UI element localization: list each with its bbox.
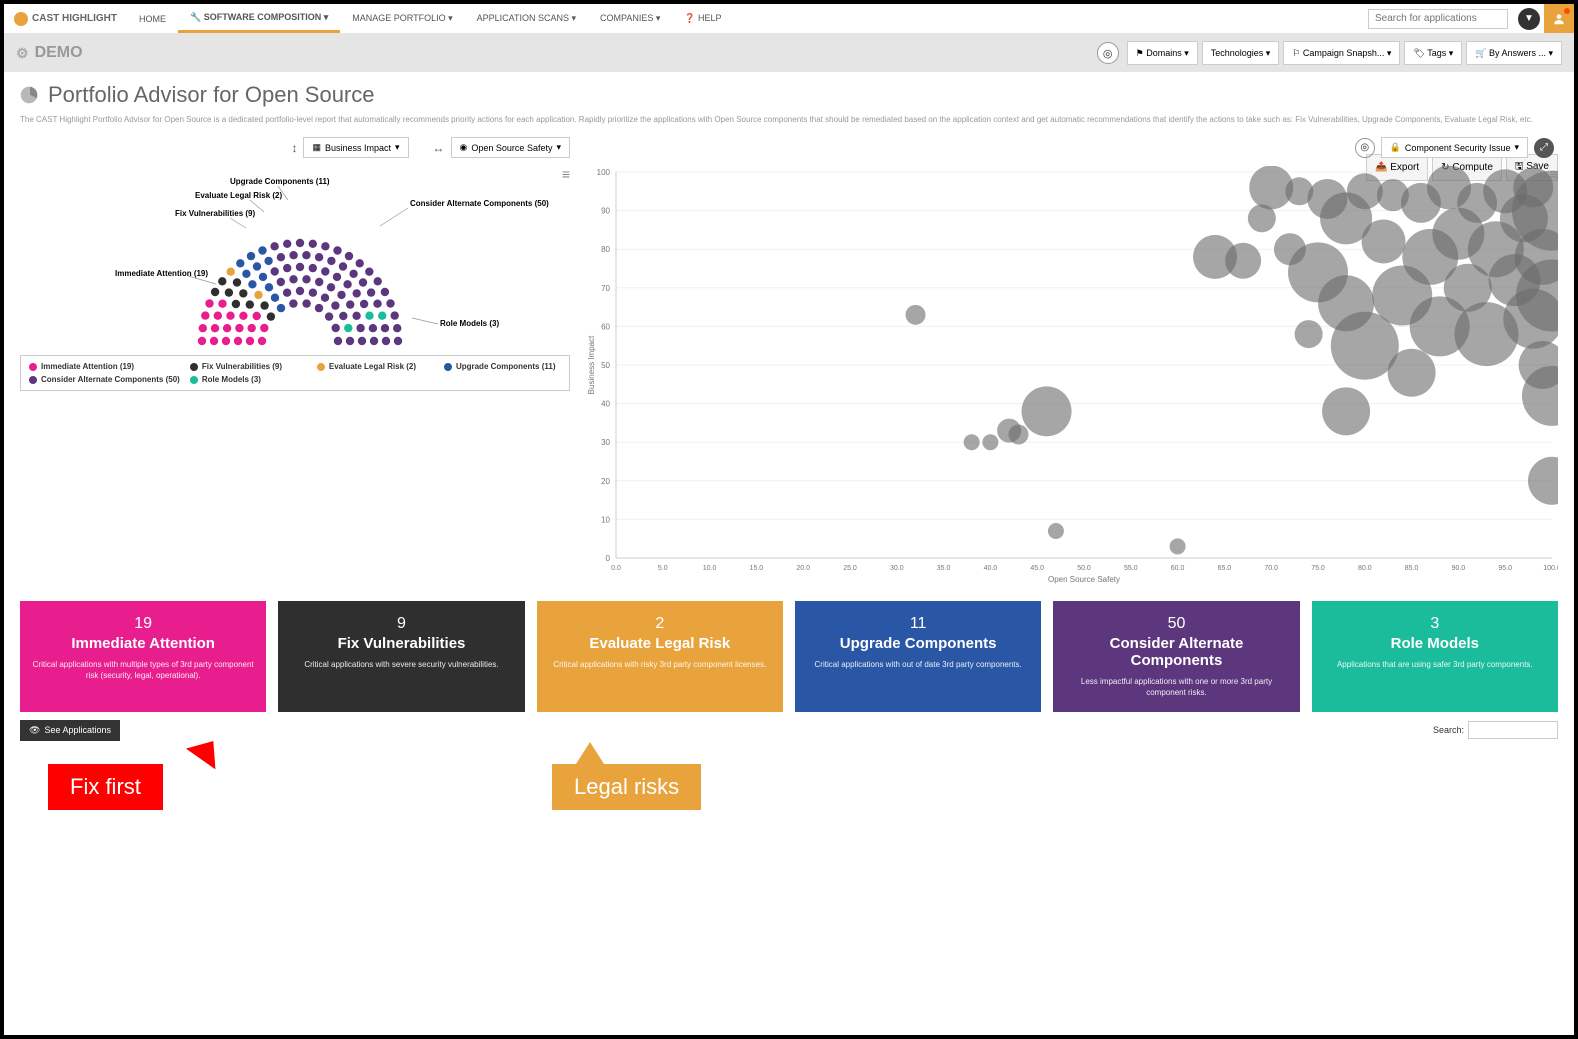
svg-text:10: 10	[601, 516, 610, 525]
annotation-legal-risks: Legal risks	[552, 764, 701, 810]
svg-text:65.0: 65.0	[1218, 565, 1232, 572]
page-description: The CAST Highlight Portfolio Advisor for…	[4, 112, 1574, 133]
svg-text:75.0: 75.0	[1311, 565, 1325, 572]
filter-icon[interactable]: ▼	[1518, 8, 1540, 30]
svg-text:35.0: 35.0	[937, 565, 951, 572]
svg-text:20.0: 20.0	[796, 565, 810, 572]
svg-text:95.0: 95.0	[1498, 565, 1512, 572]
brand-text: CAST HIGHLIGHT	[32, 13, 117, 24]
nav-item-application-scans[interactable]: APPLICATION SCANS ▾	[465, 4, 588, 33]
bubble-icon: ◎	[1355, 138, 1375, 158]
hemicycle-legend: Immediate Attention (19) Fix Vulnerabilit…	[20, 355, 570, 391]
nav-item-help[interactable]: ❓ HELP	[672, 4, 733, 33]
svg-text:Business Impact: Business Impact	[587, 335, 596, 394]
top-nav: CAST HIGHLIGHT HOME🔧 SOFTWARE COMPOSITIO…	[4, 4, 1574, 34]
svg-text:0: 0	[606, 554, 611, 563]
legend-item-fixvuln[interactable]: Fix Vulnerabilities (9)	[190, 362, 307, 371]
svg-text:70.0: 70.0	[1264, 565, 1278, 572]
svg-text:60: 60	[601, 323, 610, 332]
svg-text:Evaluate Legal Risk (2): Evaluate Legal Risk (2)	[195, 191, 282, 200]
legend-item-rolemodels[interactable]: Role Models (3)	[190, 375, 307, 384]
vertical-axis-icon: ↕	[291, 141, 297, 155]
svg-text:90: 90	[601, 207, 610, 216]
card-immediate[interactable]: 19Immediate AttentionCritical applicatio…	[20, 601, 266, 712]
svg-text:10.0: 10.0	[703, 565, 717, 572]
legend-item-upgrade[interactable]: Upgrade Components (11)	[444, 362, 561, 371]
page-title: Portfolio Advisor for Open Source	[20, 82, 1558, 108]
svg-text:80: 80	[601, 245, 610, 254]
svg-text:Fix Vulnerabilities (9): Fix Vulnerabilities (9)	[175, 209, 256, 218]
svg-text:Role Models (3): Role Models (3)	[440, 319, 499, 328]
svg-text:50.0: 50.0	[1077, 565, 1091, 572]
svg-text:70: 70	[601, 284, 610, 293]
scatter-chart: ≡ 0 10 20 30 40 50 60 70 80 90 100 0.0 5.0 10.0 15.0 20…	[582, 166, 1558, 589]
svg-text:40: 40	[601, 400, 610, 409]
x-axis-selector[interactable]: ◉ Open Source Safety ▾	[451, 137, 570, 158]
svg-text:45.0: 45.0	[1030, 565, 1044, 572]
category-cards: 19Immediate AttentionCritical applicatio…	[4, 589, 1574, 716]
filter-domains[interactable]: ⚑ Domains ▾	[1127, 41, 1198, 65]
legend-item-legal[interactable]: Evaluate Legal Risk (2)	[317, 362, 434, 371]
nav-item-manage-portfolio[interactable]: MANAGE PORTFOLIO ▾	[340, 4, 464, 33]
brand: CAST HIGHLIGHT	[4, 4, 127, 33]
card-upgrade[interactable]: 11Upgrade ComponentsCritical application…	[795, 601, 1041, 712]
card-fixvuln[interactable]: 9Fix VulnerabilitiesCritical application…	[278, 601, 524, 712]
svg-text:20: 20	[601, 477, 610, 486]
expand-icon[interactable]: ⤢	[1534, 138, 1554, 158]
svg-text:5.0: 5.0	[658, 565, 668, 572]
y-axis-selector[interactable]: ▦ Business Impact ▾	[303, 137, 408, 158]
svg-text:100.0: 100.0	[1543, 565, 1558, 572]
svg-text:Open Source Safety: Open Source Safety	[1048, 575, 1120, 584]
target-icon[interactable]: ◎	[1097, 42, 1119, 64]
svg-text:100: 100	[597, 168, 611, 177]
table-search-input[interactable]	[1468, 721, 1558, 739]
legend-item-immediate[interactable]: Immediate Attention (19)	[29, 362, 180, 371]
svg-text:Immediate Attention (19): Immediate Attention (19)	[115, 269, 208, 278]
horizontal-axis-icon: ↔	[433, 141, 445, 155]
filter-tags[interactable]: 🏷 Tags ▾	[1404, 41, 1462, 65]
user-menu-icon[interactable]	[1544, 4, 1574, 33]
svg-text:80.0: 80.0	[1358, 565, 1372, 572]
legend-item-alternate[interactable]: Consider Alternate Components (50)	[29, 375, 180, 384]
chart-menu-icon[interactable]: ≡	[1550, 166, 1558, 182]
card-alternate[interactable]: 50Consider Alternate ComponentsLess impa…	[1053, 601, 1299, 712]
annotation-fix-first: Fix first	[48, 764, 163, 810]
svg-text:30.0: 30.0	[890, 565, 904, 572]
secondary-bar: ⚙ DEMO ◎ ⚑ Domains ▾ Technologies ▾⚐ Cam…	[4, 34, 1574, 72]
nav-item-companies[interactable]: COMPANIES ▾	[588, 4, 672, 33]
svg-text:85.0: 85.0	[1405, 565, 1419, 572]
svg-text:30: 30	[601, 438, 610, 447]
svg-text:60.0: 60.0	[1171, 565, 1185, 572]
card-legal[interactable]: 2Evaluate Legal RiskCritical application…	[537, 601, 783, 712]
svg-text:Upgrade Components (11): Upgrade Components (11)	[230, 177, 330, 186]
see-applications-button[interactable]: 👁 See Applications	[20, 720, 120, 741]
svg-text:15.0: 15.0	[750, 565, 764, 572]
chart-menu-icon[interactable]: ≡	[562, 166, 570, 182]
table-search: Search:	[1433, 721, 1558, 739]
card-rolemodels[interactable]: 3Role ModelsApplications that are using …	[1312, 601, 1558, 712]
svg-text:55.0: 55.0	[1124, 565, 1138, 572]
svg-text:90.0: 90.0	[1452, 565, 1466, 572]
filter-by-answers-[interactable]: 🛒 By Answers ... ▾	[1466, 41, 1562, 65]
search-input[interactable]	[1368, 9, 1508, 29]
filter-technologies[interactable]: Technologies ▾	[1202, 41, 1280, 65]
gear-icon: ⚙	[16, 45, 29, 62]
brand-logo-icon	[14, 12, 28, 26]
hemicycle-chart: ≡ Upgrade Components (11) Evaluate Legal …	[20, 166, 570, 589]
nav-item-home[interactable]: HOME	[127, 4, 178, 33]
svg-text:40.0: 40.0	[984, 565, 998, 572]
nav-item-software-composition[interactable]: 🔧 SOFTWARE COMPOSITION ▾	[178, 4, 340, 33]
bubble-size-selector[interactable]: 🔒 Component Security Issue ▾	[1381, 137, 1528, 158]
svg-text:0.0: 0.0	[611, 565, 621, 572]
demo-label: ⚙ DEMO	[16, 44, 83, 62]
pie-icon	[20, 85, 40, 105]
svg-text:50: 50	[601, 361, 610, 370]
svg-text:Consider Alternate Components: Consider Alternate Components (50)	[410, 199, 549, 208]
svg-text:25.0: 25.0	[843, 565, 857, 572]
filter-campaign-snapsh-[interactable]: ⚐ Campaign Snapsh... ▾	[1283, 41, 1400, 65]
